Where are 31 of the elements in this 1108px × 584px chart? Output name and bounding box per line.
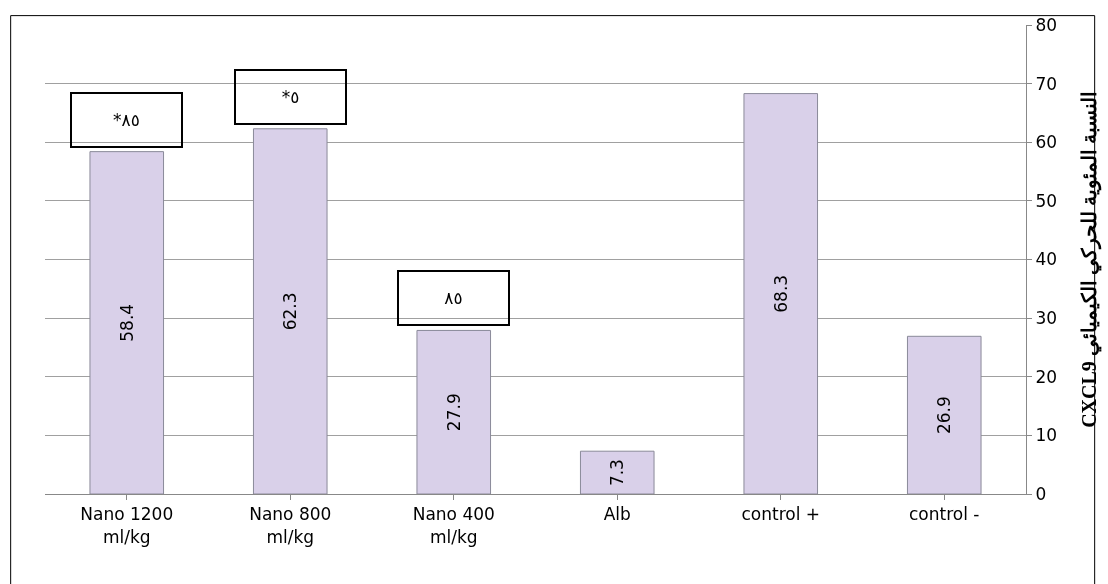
- x-tick-label: Nano 400 ml/kg: [412, 504, 495, 547]
- x-tick-label: Nano 800 ml/kg: [249, 504, 332, 547]
- data-label: 58.4: [116, 303, 137, 342]
- annotation: *٥: [281, 87, 300, 107]
- bar: [579, 450, 655, 494]
- x-tick-label: Nano 1200 ml/kg: [80, 504, 174, 547]
- annotation: ٨٥: [444, 288, 463, 308]
- y-tick-label: 70: [1035, 73, 1058, 94]
- bar: [416, 329, 492, 494]
- y-tick-label: 30: [1035, 308, 1058, 329]
- y-tick-label: 20: [1035, 366, 1058, 387]
- bar: [89, 151, 165, 494]
- y-axis-title: النسبة المئوية للحركي الكيميائي CXCL9: [1077, 91, 1102, 428]
- bar: [252, 128, 328, 494]
- data-label: 7.3: [607, 459, 628, 487]
- data-label: 62.3: [280, 292, 301, 331]
- data-label: 27.9: [443, 393, 464, 432]
- bar: [906, 335, 982, 494]
- data-label: 26.9: [934, 396, 955, 435]
- y-tick-label: 0: [1035, 483, 1047, 504]
- annotation: *٨٥: [113, 110, 140, 130]
- y-tick-label: 60: [1035, 132, 1058, 153]
- x-tick-label: control -: [909, 504, 980, 525]
- x-tick-label: Alb: [603, 504, 631, 525]
- data-label: 68.3: [770, 274, 791, 313]
- y-tick-label: 10: [1035, 425, 1058, 446]
- y-tick-label: 80: [1035, 14, 1058, 35]
- x-tick-label: control +: [741, 504, 821, 525]
- y-tick-label: 40: [1035, 249, 1058, 270]
- y-tick-label: 50: [1035, 190, 1058, 211]
- bar: [743, 93, 819, 494]
